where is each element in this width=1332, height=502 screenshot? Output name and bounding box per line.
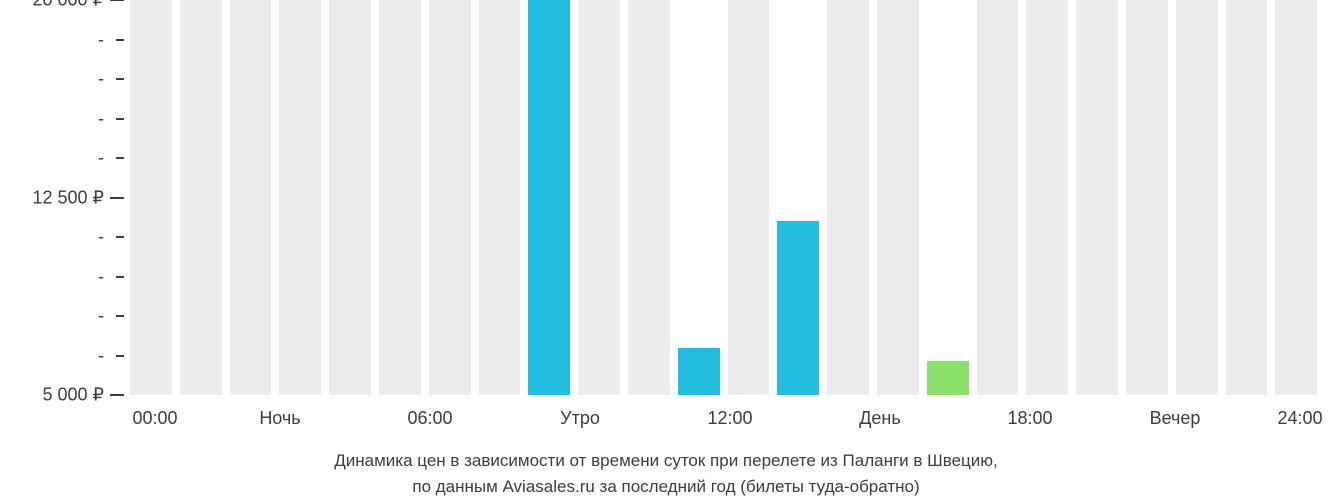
bar-hour-2	[230, 0, 280, 395]
y-tick-major	[110, 394, 124, 396]
bar-fill	[180, 0, 222, 395]
y-tick-label-minor: -	[98, 69, 104, 90]
x-tick-label: 00:00	[132, 408, 177, 429]
bar-hour-14	[827, 0, 877, 395]
bar-hour-7	[479, 0, 529, 395]
bar-fill	[728, 0, 770, 395]
bar-fill	[877, 0, 919, 395]
y-tick-minor	[116, 39, 124, 41]
x-tick-label: 06:00	[407, 408, 452, 429]
bar-hour-4	[329, 0, 379, 395]
y-tick-label-minor: -	[98, 306, 104, 327]
y-tick-label-minor: -	[98, 29, 104, 50]
caption-line-1: Динамика цен в зависимости от времени су…	[0, 448, 1332, 474]
bar-fill	[1126, 0, 1168, 395]
bar-fill	[528, 0, 570, 395]
bar-hour-13	[777, 0, 827, 395]
bar-fill	[1226, 0, 1268, 395]
bar-hour-9	[578, 0, 628, 395]
y-tick-label-major: 5 000 ₽	[43, 385, 105, 406]
caption-line-2: по данным Aviasales.ru за последний год …	[0, 474, 1332, 500]
bar-hour-3	[279, 0, 329, 395]
y-tick-major	[110, 197, 124, 199]
bar-fill	[628, 0, 670, 395]
bar-hour-15	[877, 0, 927, 395]
bar-hour-21	[1176, 0, 1226, 395]
y-tick-label-major: 20 000 ₽	[32, 0, 104, 11]
bar-fill	[1076, 0, 1118, 395]
bar-hour-12	[728, 0, 778, 395]
x-tick-label: Ночь	[259, 408, 300, 429]
y-tick-label-major: 12 500 ₽	[32, 187, 104, 208]
bar-fill	[578, 0, 620, 395]
bar-hour-17	[977, 0, 1027, 395]
y-tick-major	[110, 0, 124, 1]
bar-fill	[1275, 0, 1317, 395]
bar-fill	[479, 0, 521, 395]
bar-hour-10	[628, 0, 678, 395]
chart-caption: Динамика цен в зависимости от времени су…	[0, 448, 1332, 500]
y-tick-minor	[116, 118, 124, 120]
y-tick-label-minor: -	[98, 266, 104, 287]
x-tick-label: Вечер	[1150, 408, 1201, 429]
bar-fill	[230, 0, 272, 395]
x-tick-label: 24:00	[1277, 408, 1322, 429]
bar-fill	[927, 361, 969, 395]
bar-hour-1	[180, 0, 230, 395]
y-tick-minor	[116, 78, 124, 80]
y-tick-minor	[116, 276, 124, 278]
bar-fill	[678, 348, 720, 395]
bar-fill	[827, 0, 869, 395]
y-tick-label-minor: -	[98, 108, 104, 129]
bar-fill	[777, 221, 819, 395]
y-tick-minor	[116, 315, 124, 317]
y-tick-minor	[116, 236, 124, 238]
bar-fill	[379, 0, 421, 395]
bar-fill	[429, 0, 471, 395]
bar-fill	[977, 0, 1019, 395]
bar-fill	[329, 0, 371, 395]
bar-hour-18	[1026, 0, 1076, 395]
price-by-hour-chart: 20 000 ₽ - - - - 12 500 ₽ - - - - 5 000 ₽ 00:00 Ноч…	[0, 0, 1332, 502]
y-axis: 20 000 ₽----12 500 ₽----5 000 ₽	[0, 0, 130, 395]
bar-hour-6	[429, 0, 479, 395]
plot-area	[130, 0, 1325, 395]
bar-hour-22	[1226, 0, 1276, 395]
bar-hour-23	[1275, 0, 1325, 395]
x-tick-label: Утро	[560, 408, 600, 429]
bar-fill	[1026, 0, 1068, 395]
bar-fill	[1176, 0, 1218, 395]
bar-hour-11	[678, 0, 728, 395]
bar-fill	[130, 0, 172, 395]
y-tick-label-minor: -	[98, 227, 104, 248]
bar-hour-16	[927, 0, 977, 395]
bar-hour-5	[379, 0, 429, 395]
y-tick-minor	[116, 157, 124, 159]
bar-fill	[279, 0, 321, 395]
x-tick-label: 18:00	[1007, 408, 1052, 429]
x-tick-label: 12:00	[707, 408, 752, 429]
bar-hour-0	[130, 0, 180, 395]
bar-hour-8	[528, 0, 578, 395]
y-tick-label-minor: -	[98, 345, 104, 366]
bar-hour-20	[1126, 0, 1176, 395]
bar-hour-19	[1076, 0, 1126, 395]
y-tick-label-minor: -	[98, 148, 104, 169]
y-tick-minor	[116, 355, 124, 357]
x-tick-label: День	[859, 408, 901, 429]
